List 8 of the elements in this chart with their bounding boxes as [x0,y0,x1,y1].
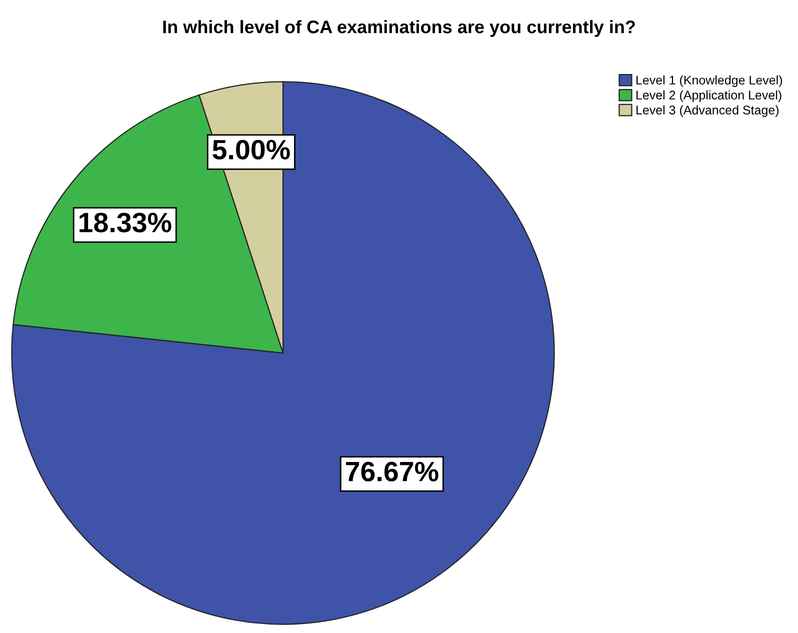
legend-label: Level 2 (Application Level) [636,90,782,102]
chart-title: In which level of CA examinations are you currently in? [163,20,635,37]
data-label: 18.33% [80,212,172,232]
pie-slice [11,81,555,625]
data-label: 76.67% [346,462,438,482]
legend-label: Level 3 (Advanced Stage) [636,105,779,117]
data-label: 5.00% [212,140,290,160]
legend-label: Level 1 (Knowledge Level) [636,75,782,88]
